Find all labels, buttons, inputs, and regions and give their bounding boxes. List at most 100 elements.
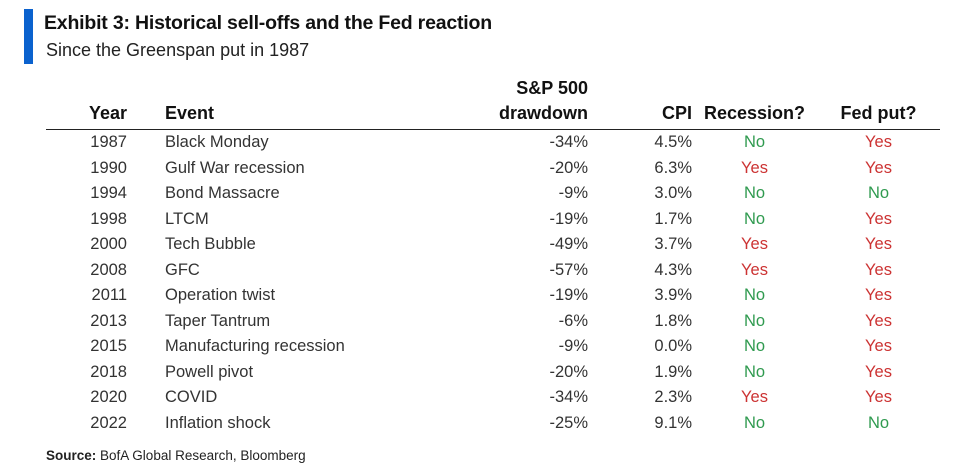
source-label: Source:: [46, 448, 97, 463]
cell-spacer: [127, 283, 165, 309]
cell-recession: Yes: [741, 260, 768, 279]
cell-cpi: 1.7%: [654, 209, 692, 228]
cell-drawdown: -6%: [558, 311, 588, 330]
header-row: Year Event S&P 500 drawdown CPI Recessio…: [46, 76, 940, 130]
cell-spacer: [127, 181, 165, 207]
cell-cpi: 2.3%: [654, 388, 692, 407]
cell-spacer: [127, 334, 165, 360]
cell-year: 2000: [90, 235, 127, 254]
col-spacer: [127, 76, 165, 130]
cell-drawdown: -49%: [549, 235, 588, 254]
cell-spacer: [127, 130, 165, 156]
cell-event: Powell pivot: [165, 362, 254, 381]
cell-spacer: [127, 309, 165, 335]
cell-recession: No: [743, 311, 766, 330]
col-header-year: Year: [46, 76, 127, 130]
cell-year: 2015: [90, 337, 127, 356]
table-row: 2013 Taper Tantrum -6% 1.8% No Yes: [46, 309, 940, 335]
cell-drawdown: -19%: [549, 286, 588, 305]
cell-fed-put: Yes: [865, 337, 892, 356]
source-note: Source: BofA Global Research, Bloomberg: [46, 448, 306, 463]
exhibit-title: Exhibit 3: Historical sell-offs and the …: [44, 12, 492, 34]
selloff-table: Year Event S&P 500 drawdown CPI Recessio…: [46, 76, 940, 436]
cell-spacer: [127, 385, 165, 411]
table-row: 1987 Black Monday -34% 4.5% No Yes: [46, 130, 940, 156]
cell-recession: Yes: [741, 235, 768, 254]
cell-year: 1998: [90, 209, 127, 228]
cell-fed-put: No: [867, 413, 890, 432]
cell-recession: No: [743, 413, 766, 432]
cell-fed-put: Yes: [865, 260, 892, 279]
cell-recession: Yes: [741, 158, 768, 177]
cell-fed-put: Yes: [865, 286, 892, 305]
cell-event: COVID: [165, 388, 218, 407]
col-header-recession: Recession?: [692, 76, 817, 130]
cell-spacer: [127, 258, 165, 284]
col-header-drawdown-line2: drawdown: [499, 103, 588, 123]
cell-spacer: [127, 360, 165, 386]
cell-event: Tech Bubble: [165, 235, 256, 254]
col-header-drawdown: S&P 500 drawdown: [411, 76, 588, 130]
cell-event: Operation twist: [165, 286, 276, 305]
cell-drawdown: -9%: [558, 184, 588, 203]
cell-drawdown: -34%: [549, 388, 588, 407]
cell-drawdown: -57%: [549, 260, 588, 279]
cell-drawdown: -19%: [549, 209, 588, 228]
cell-drawdown: -34%: [549, 133, 588, 152]
cell-event: Gulf War recession: [165, 158, 305, 177]
cell-recession: No: [743, 133, 766, 152]
cell-event: Black Monday: [165, 133, 269, 152]
cell-recession: No: [743, 184, 766, 203]
col-header-cpi: CPI: [588, 76, 692, 130]
table-row: 2015 Manufacturing recession -9% 0.0% No Yes: [46, 334, 940, 360]
cell-fed-put: Yes: [865, 311, 892, 330]
cell-year: 2020: [90, 388, 127, 407]
cell-recession: No: [743, 209, 766, 228]
table-row: 2020 COVID -34% 2.3% Yes Yes: [46, 385, 940, 411]
cell-cpi: 3.7%: [654, 235, 692, 254]
cell-event: Bond Massacre: [165, 184, 280, 203]
cell-fed-put: Yes: [865, 362, 892, 381]
cell-fed-put: Yes: [865, 133, 892, 152]
cell-year: 2013: [90, 311, 127, 330]
table-row: 2011 Operation twist -19% 3.9% No Yes: [46, 283, 940, 309]
cell-fed-put: Yes: [865, 388, 892, 407]
cell-event: GFC: [165, 260, 200, 279]
cell-recession: Yes: [741, 388, 768, 407]
cell-cpi: 6.3%: [654, 158, 692, 177]
cell-recession: No: [743, 286, 766, 305]
col-header-event: Event: [165, 76, 411, 130]
cell-year: 1990: [90, 158, 127, 177]
cell-fed-put: Yes: [865, 235, 892, 254]
cell-recession: No: [743, 362, 766, 381]
table-body: 1987 Black Monday -34% 4.5% No Yes 1990 Gulf Wa…: [46, 130, 940, 437]
cell-year: 2011: [91, 286, 127, 305]
cell-spacer: [127, 232, 165, 258]
cell-drawdown: -20%: [549, 158, 588, 177]
cell-spacer: [127, 156, 165, 182]
table-row: 1994 Bond Massacre -9% 3.0% No No: [46, 181, 940, 207]
table-header: Year Event S&P 500 drawdown CPI Recessio…: [46, 76, 940, 130]
table-row: 2008 GFC -57% 4.3% Yes Yes: [46, 258, 940, 284]
cell-cpi: 3.9%: [654, 286, 692, 305]
cell-cpi: 4.3%: [654, 260, 692, 279]
cell-cpi: 1.8%: [654, 311, 692, 330]
cell-fed-put: Yes: [865, 158, 892, 177]
cell-drawdown: -20%: [549, 362, 588, 381]
source-text: BofA Global Research, Bloomberg: [100, 448, 306, 463]
cell-drawdown: -9%: [558, 337, 588, 356]
cell-event: Manufacturing recession: [165, 337, 345, 356]
cell-cpi: 0.0%: [654, 337, 692, 356]
cell-recession: No: [743, 337, 766, 356]
table-row: 1990 Gulf War recession -20% 6.3% Yes Yes: [46, 156, 940, 182]
cell-spacer: [127, 411, 165, 437]
cell-fed-put: No: [867, 184, 890, 203]
exhibit-subtitle: Since the Greenspan put in 1987: [46, 40, 310, 60]
cell-event: Inflation shock: [165, 413, 271, 432]
cell-drawdown: -25%: [549, 413, 588, 432]
accent-bar: [24, 9, 33, 64]
cell-cpi: 9.1%: [654, 413, 692, 432]
cell-year: 1994: [90, 184, 127, 203]
table-row: 2022 Inflation shock -25% 9.1% No No: [46, 411, 940, 437]
col-header-fed-put: Fed put?: [817, 76, 940, 130]
